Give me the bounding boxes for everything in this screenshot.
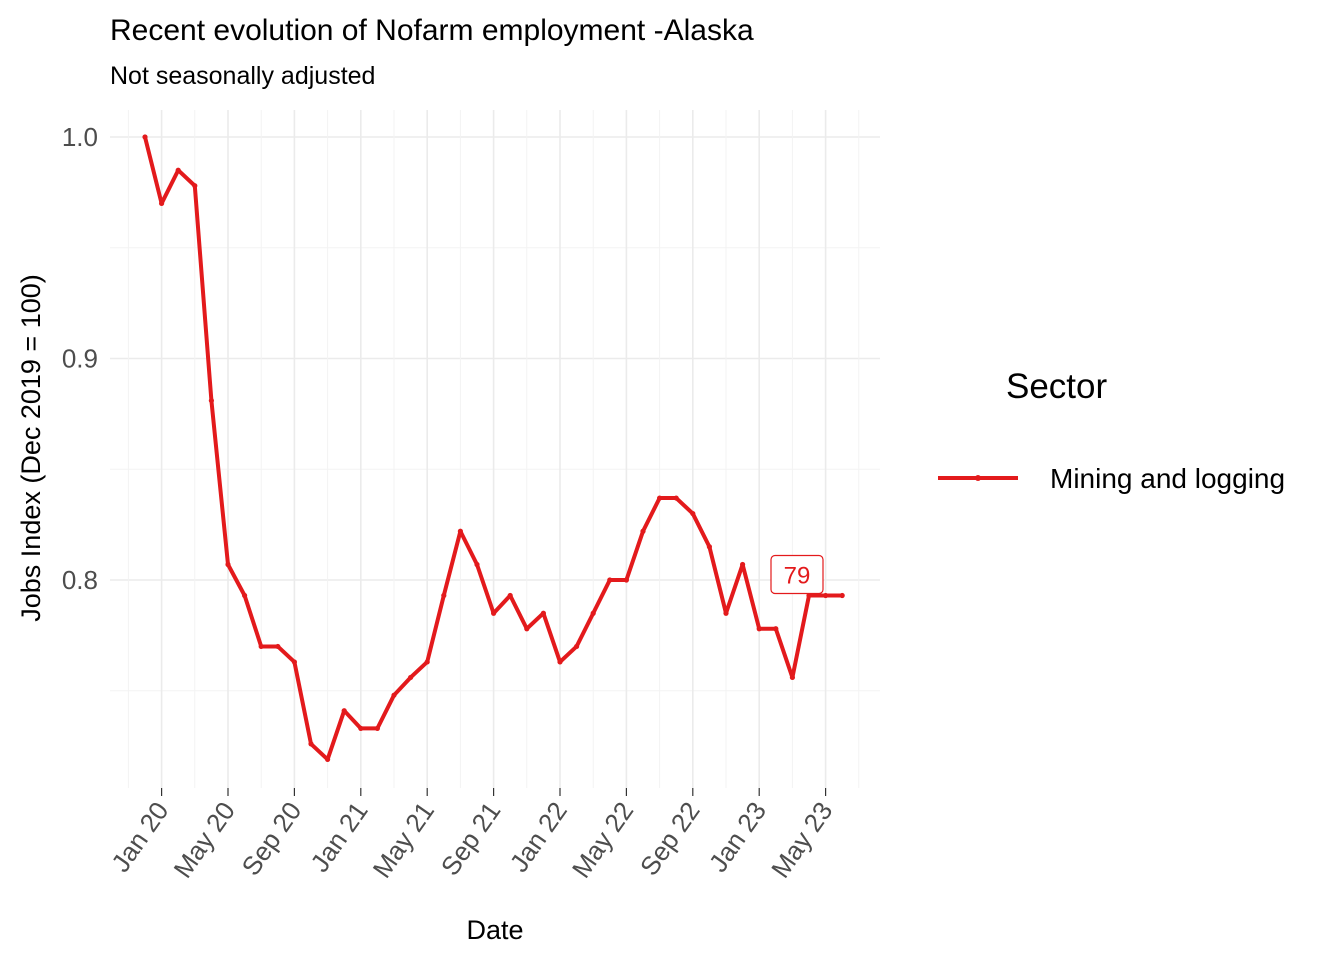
data-point	[723, 610, 729, 616]
data-point	[142, 134, 148, 140]
data-point	[540, 610, 547, 616]
series-group	[142, 134, 845, 763]
data-point	[623, 577, 630, 583]
data-point	[358, 725, 364, 732]
data-point	[391, 692, 397, 698]
data-point	[291, 659, 297, 665]
data-point	[424, 659, 430, 665]
data-point	[574, 643, 580, 650]
x-tick-label: May 21	[367, 796, 440, 883]
data-point	[159, 200, 165, 207]
annotation-box	[770, 554, 824, 595]
x-tick-label: Jan 21	[304, 796, 373, 877]
x-tick-label: Sep 21	[435, 796, 507, 881]
data-point	[839, 592, 845, 599]
x-tick-label: Jan 22	[504, 796, 573, 877]
x-tick-label: May 20	[167, 796, 240, 883]
data-point	[374, 725, 380, 732]
y-axis-title: Jobs Index (Dec 2019 = 100)	[16, 274, 46, 621]
data-point	[640, 528, 646, 534]
data-point	[408, 674, 414, 681]
chart-title: Recent evolution of Nofarm employment -A…	[110, 14, 754, 47]
data-point	[242, 592, 248, 599]
x-tick-label: May 23	[765, 796, 838, 883]
legend-label: Mining and logging	[1050, 463, 1285, 494]
legend-swatch-point	[975, 475, 981, 481]
data-point	[590, 610, 596, 616]
annotation-group: 79	[770, 554, 824, 595]
x-tick-label: Jan 23	[703, 796, 772, 877]
data-point	[806, 592, 812, 599]
data-point	[690, 510, 696, 517]
annotation-label: 79	[784, 563, 811, 590]
data-point	[474, 561, 480, 568]
legend-title: Sector	[1006, 367, 1107, 406]
x-tick-label: Sep 20	[235, 796, 307, 881]
data-point	[175, 167, 181, 173]
data-point	[557, 659, 563, 665]
data-point	[208, 397, 214, 404]
data-point	[192, 183, 198, 189]
x-tick-label: Sep 22	[634, 796, 706, 881]
data-point	[457, 528, 463, 534]
data-point	[740, 561, 746, 568]
x-tick-label: Jan 20	[105, 796, 174, 877]
data-point	[225, 561, 231, 568]
data-point	[657, 495, 663, 501]
y-tick-label: 1.0	[62, 122, 98, 152]
data-point	[507, 592, 513, 599]
y-tick-label: 0.8	[62, 565, 98, 595]
legend: Sector Mining and logging	[938, 367, 1285, 494]
data-point	[341, 708, 347, 714]
data-point	[673, 495, 679, 501]
chart-subtitle: Not seasonally adjusted	[110, 62, 375, 90]
data-point	[607, 577, 613, 583]
data-point	[706, 544, 713, 550]
grid	[110, 110, 880, 788]
data-point	[773, 626, 779, 632]
data-point	[823, 592, 829, 599]
y-axis-ticks: 0.8 0.9 1.0	[62, 122, 98, 595]
y-tick-label: 0.9	[62, 344, 98, 374]
x-axis-title: Date	[466, 915, 523, 945]
data-point	[789, 674, 796, 681]
data-point	[325, 756, 331, 763]
data-point	[308, 741, 314, 747]
data-point	[491, 610, 497, 616]
data-point	[275, 643, 281, 650]
x-tick-label: May 22	[566, 796, 639, 883]
data-point	[258, 643, 264, 650]
data-point	[524, 626, 530, 632]
data-point	[756, 626, 762, 632]
data-point	[441, 592, 447, 599]
